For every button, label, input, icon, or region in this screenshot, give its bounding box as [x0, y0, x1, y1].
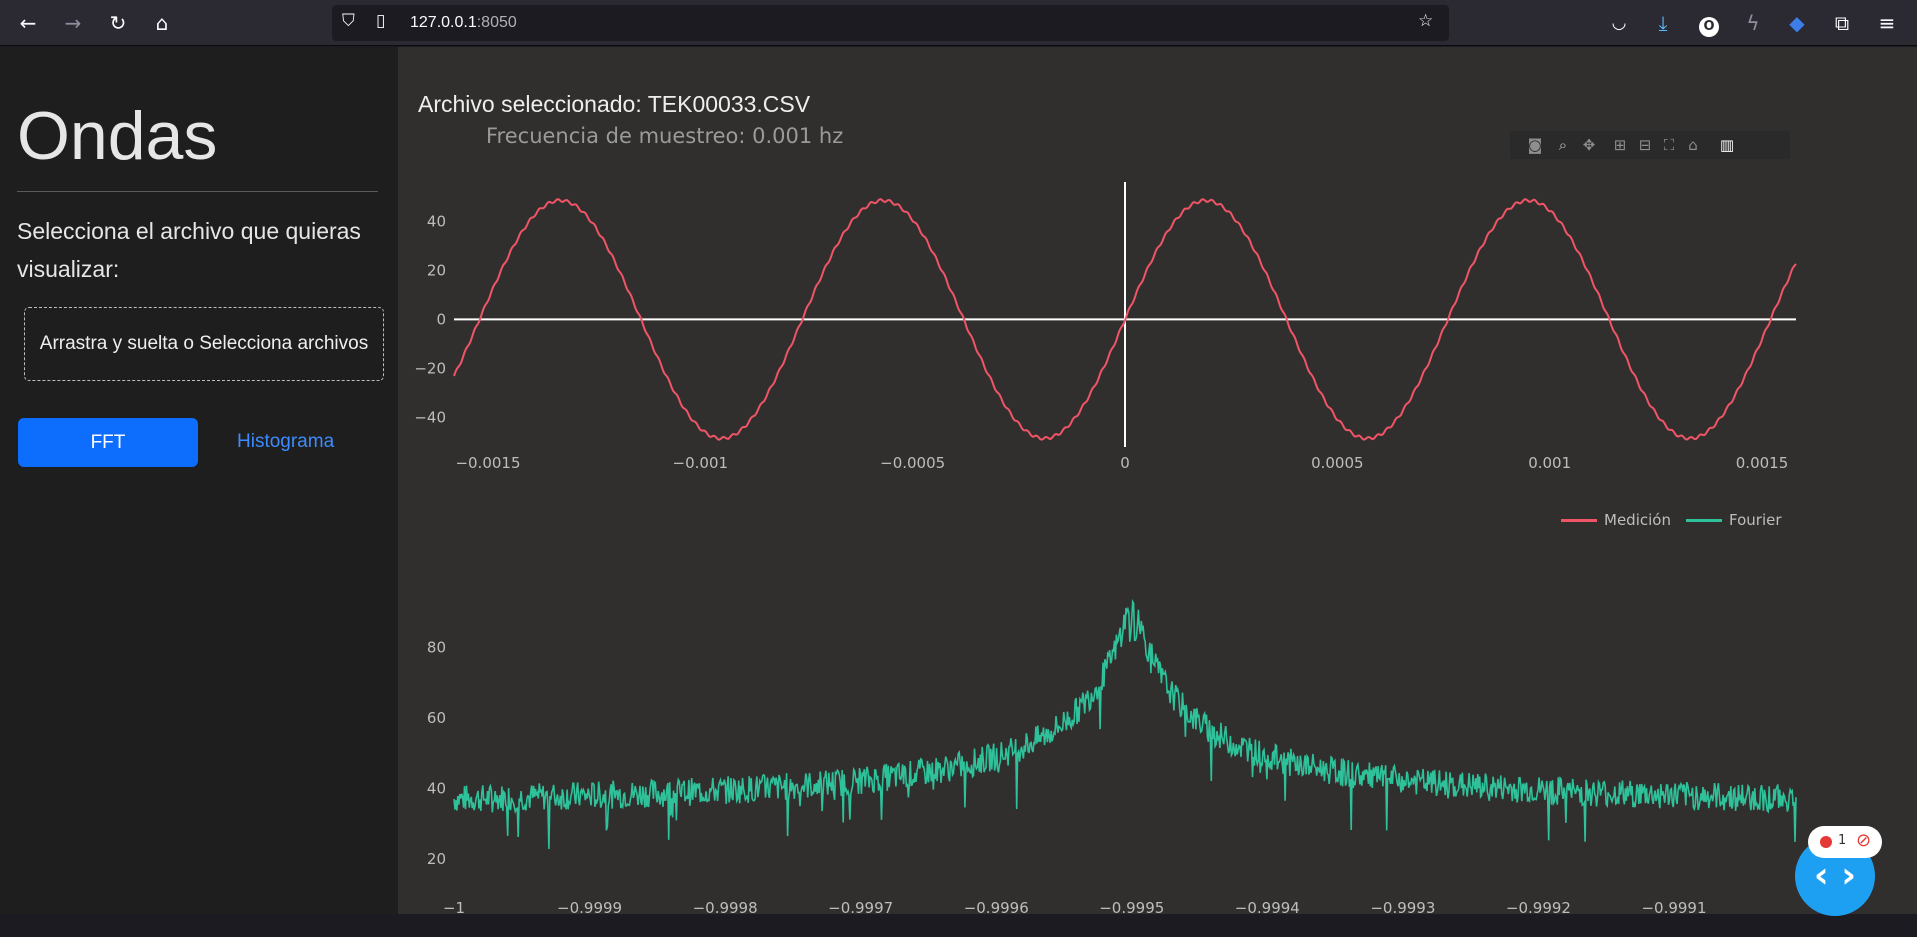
y-tick-label: 0	[436, 310, 446, 328]
url-bar[interactable]: ⛉ ▯ 127.0.0.1:8050 ☆	[332, 5, 1449, 41]
sidebar: Ondas Selecciona el archivo que quieras …	[0, 47, 398, 914]
autoscale-icon[interactable]: ⛶	[1663, 136, 1675, 154]
legend-swatch-fourier	[1686, 519, 1722, 522]
zoom-in-icon[interactable]: ⊞	[1613, 136, 1627, 154]
home-icon[interactable]: ⌂	[155, 11, 169, 35]
legend-item-medicion[interactable]: Medición	[1561, 511, 1671, 529]
forward-icon[interactable]: →	[64, 11, 82, 35]
error-badge[interactable]: 1 ⊘	[1808, 826, 1882, 858]
page-icon: ▯	[376, 11, 386, 31]
x-tick-label: −0.9996	[964, 899, 1029, 917]
plot-modebar: ◙ ⌕ ✥ ⊞ ⊟ ⛶ ⌂ ▥	[1510, 131, 1790, 159]
x-tick-label: 0.001	[1528, 454, 1571, 472]
main-panel: Archivo seleccionado: TEK00033.CSV Frecu…	[398, 47, 1917, 917]
x-tick-label: −0.9993	[1370, 899, 1435, 917]
shield-icon[interactable]: ⛉	[342, 11, 355, 31]
back-icon[interactable]: ←	[19, 11, 37, 35]
pocket-icon[interactable]: ◡	[1611, 13, 1627, 33]
x-tick-label: −0.9991	[1641, 899, 1706, 917]
error-count: 1	[1838, 833, 1847, 848]
y-tick-label: 60	[427, 709, 446, 727]
reload-icon[interactable]: ↻	[109, 11, 127, 35]
zoom-out-icon[interactable]: ⊟	[1638, 136, 1652, 154]
zoom-icon[interactable]: ⌕	[1558, 136, 1568, 154]
measurement-chart[interactable]: 40 20 0 −20 −40 −0.0015 −0.001 −0.0005 0 0.0005 0.…	[398, 162, 1917, 502]
series-line-medicion	[453, 197, 1797, 441]
menu-icon[interactable]: ≡	[1878, 11, 1896, 35]
x-tick-label: −0.9999	[557, 899, 622, 917]
sample-rate-title: Frecuencia de muestreo: 0.001 hz	[486, 124, 844, 148]
x-tick-label: 0.0015	[1736, 454, 1789, 472]
legend-label-fourier: Fourier	[1729, 511, 1782, 529]
error-dot-icon	[1820, 836, 1832, 848]
legend-swatch-medicion	[1561, 519, 1597, 522]
reset-axes-icon[interactable]: ⌂	[1688, 136, 1698, 154]
y-tick-label: −20	[414, 359, 446, 377]
pan-icon[interactable]: ✥	[1582, 136, 1596, 154]
histogram-link[interactable]: Histograma	[237, 431, 335, 452]
y-tick-label: 40	[427, 779, 446, 797]
puzzle-icon[interactable]: ⧉	[1834, 11, 1850, 35]
cap-icon[interactable]: ◆	[1789, 11, 1805, 35]
star-icon[interactable]: ☆	[1418, 11, 1434, 31]
divider	[17, 191, 378, 192]
x-tick-label: −0.001	[673, 454, 729, 472]
url-text[interactable]: 127.0.0.1:8050	[410, 14, 517, 31]
browser-toolbar: ← → ↻ ⌂ ⛉ ▯ 127.0.0.1:8050 ☆ ◡ ⤓ O ϟ ◆ ⧉…	[0, 0, 1917, 46]
x-tick-label: 0	[1120, 454, 1130, 472]
x-tick-label: −0.9994	[1235, 899, 1300, 917]
ban-icon: ⊘	[1856, 830, 1872, 851]
fft-button[interactable]: FFT	[18, 418, 198, 467]
y-tick-label: 20	[427, 261, 446, 279]
x-tick-label: −0.9992	[1506, 899, 1571, 917]
legend-label-medicion: Medición	[1604, 511, 1671, 529]
fourier-chart[interactable]: 80 60 40 20 −1 −0.9999 −0.9998 −0.9997 −0.9996 −0…	[398, 557, 1917, 937]
y-tick-label: −40	[414, 409, 446, 427]
bolt-icon[interactable]: ϟ	[1746, 11, 1760, 35]
series-line-fourier	[453, 598, 1797, 850]
x-tick-label: −0.9995	[1099, 899, 1164, 917]
camera-icon[interactable]: ◙	[1527, 136, 1543, 154]
y-tick-label: 80	[427, 638, 446, 656]
extension-o-icon[interactable]: O	[1694, 8, 1724, 38]
y-tick-label: 40	[427, 212, 446, 230]
x-tick-label: −1	[443, 899, 465, 917]
download-icon[interactable]: ⤓	[1658, 11, 1668, 35]
page-title: Ondas	[17, 98, 218, 174]
x-tick-label: 0.0005	[1311, 454, 1364, 472]
legend-item-fourier[interactable]: Fourier	[1686, 511, 1782, 529]
x-tick-label: −0.0015	[455, 454, 520, 472]
instruction-text: Selecciona el archivo que quieras visual…	[17, 218, 361, 282]
plotly-logo-icon[interactable]: ▥	[1719, 136, 1735, 154]
file-dropzone[interactable]: Arrastra y suelta o Selecciona archivos	[24, 307, 384, 381]
file-title: Archivo seleccionado: TEK00033.CSV	[418, 91, 811, 117]
x-tick-label: −0.9997	[828, 899, 893, 917]
y-tick-label: 20	[427, 850, 446, 868]
x-tick-label: −0.9998	[693, 899, 758, 917]
x-tick-label: −0.0005	[880, 454, 945, 472]
